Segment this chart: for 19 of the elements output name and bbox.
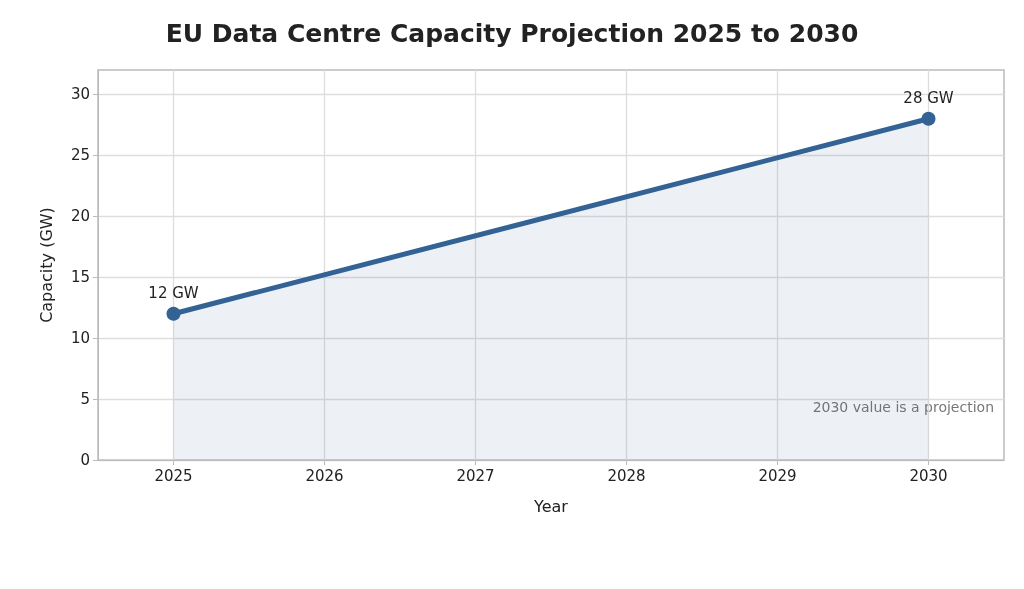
y-tick-label: 25 (70, 146, 90, 165)
y-tick-label: 15 (70, 268, 90, 287)
annotation: 2030 value is a projection (812, 399, 995, 415)
x-axis-title: Year (533, 496, 569, 516)
x-tick-label: 2026 (305, 466, 344, 485)
x-tick-label: 2029 (758, 466, 797, 485)
y-tick-label: 0 (80, 451, 90, 469)
y-tick-label: 10 (70, 329, 90, 348)
y-tick-label: 5 (80, 390, 90, 409)
data-label: 28 GW (903, 89, 954, 108)
x-tick-label: 2028 (607, 466, 646, 485)
y-tick-label: 30 (70, 85, 90, 104)
x-tick-label: 2030 (909, 466, 948, 485)
x-tick-label: 2027 (456, 466, 495, 485)
y-axis-title: Capacity (GW) (36, 207, 56, 323)
x-tick-label: 2025 (154, 466, 193, 485)
chart-title: EU Data Centre Capacity Projection 2025 to 2030 (165, 19, 859, 48)
data-label: 12 GW (148, 284, 199, 303)
y-tick-label: 20 (70, 207, 90, 226)
